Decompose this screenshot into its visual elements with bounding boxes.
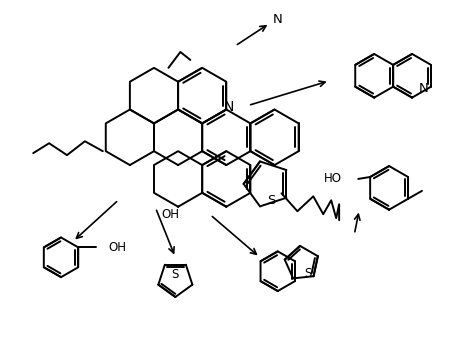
Text: OH: OH [161,208,179,221]
Text: N: N [419,82,429,95]
Text: S: S [172,268,179,281]
Text: N: N [273,13,283,26]
Text: OH: OH [108,241,126,254]
Text: S: S [267,194,275,207]
Text: N: N [224,100,235,114]
Text: HO: HO [324,172,342,186]
Text: S: S [304,267,311,280]
